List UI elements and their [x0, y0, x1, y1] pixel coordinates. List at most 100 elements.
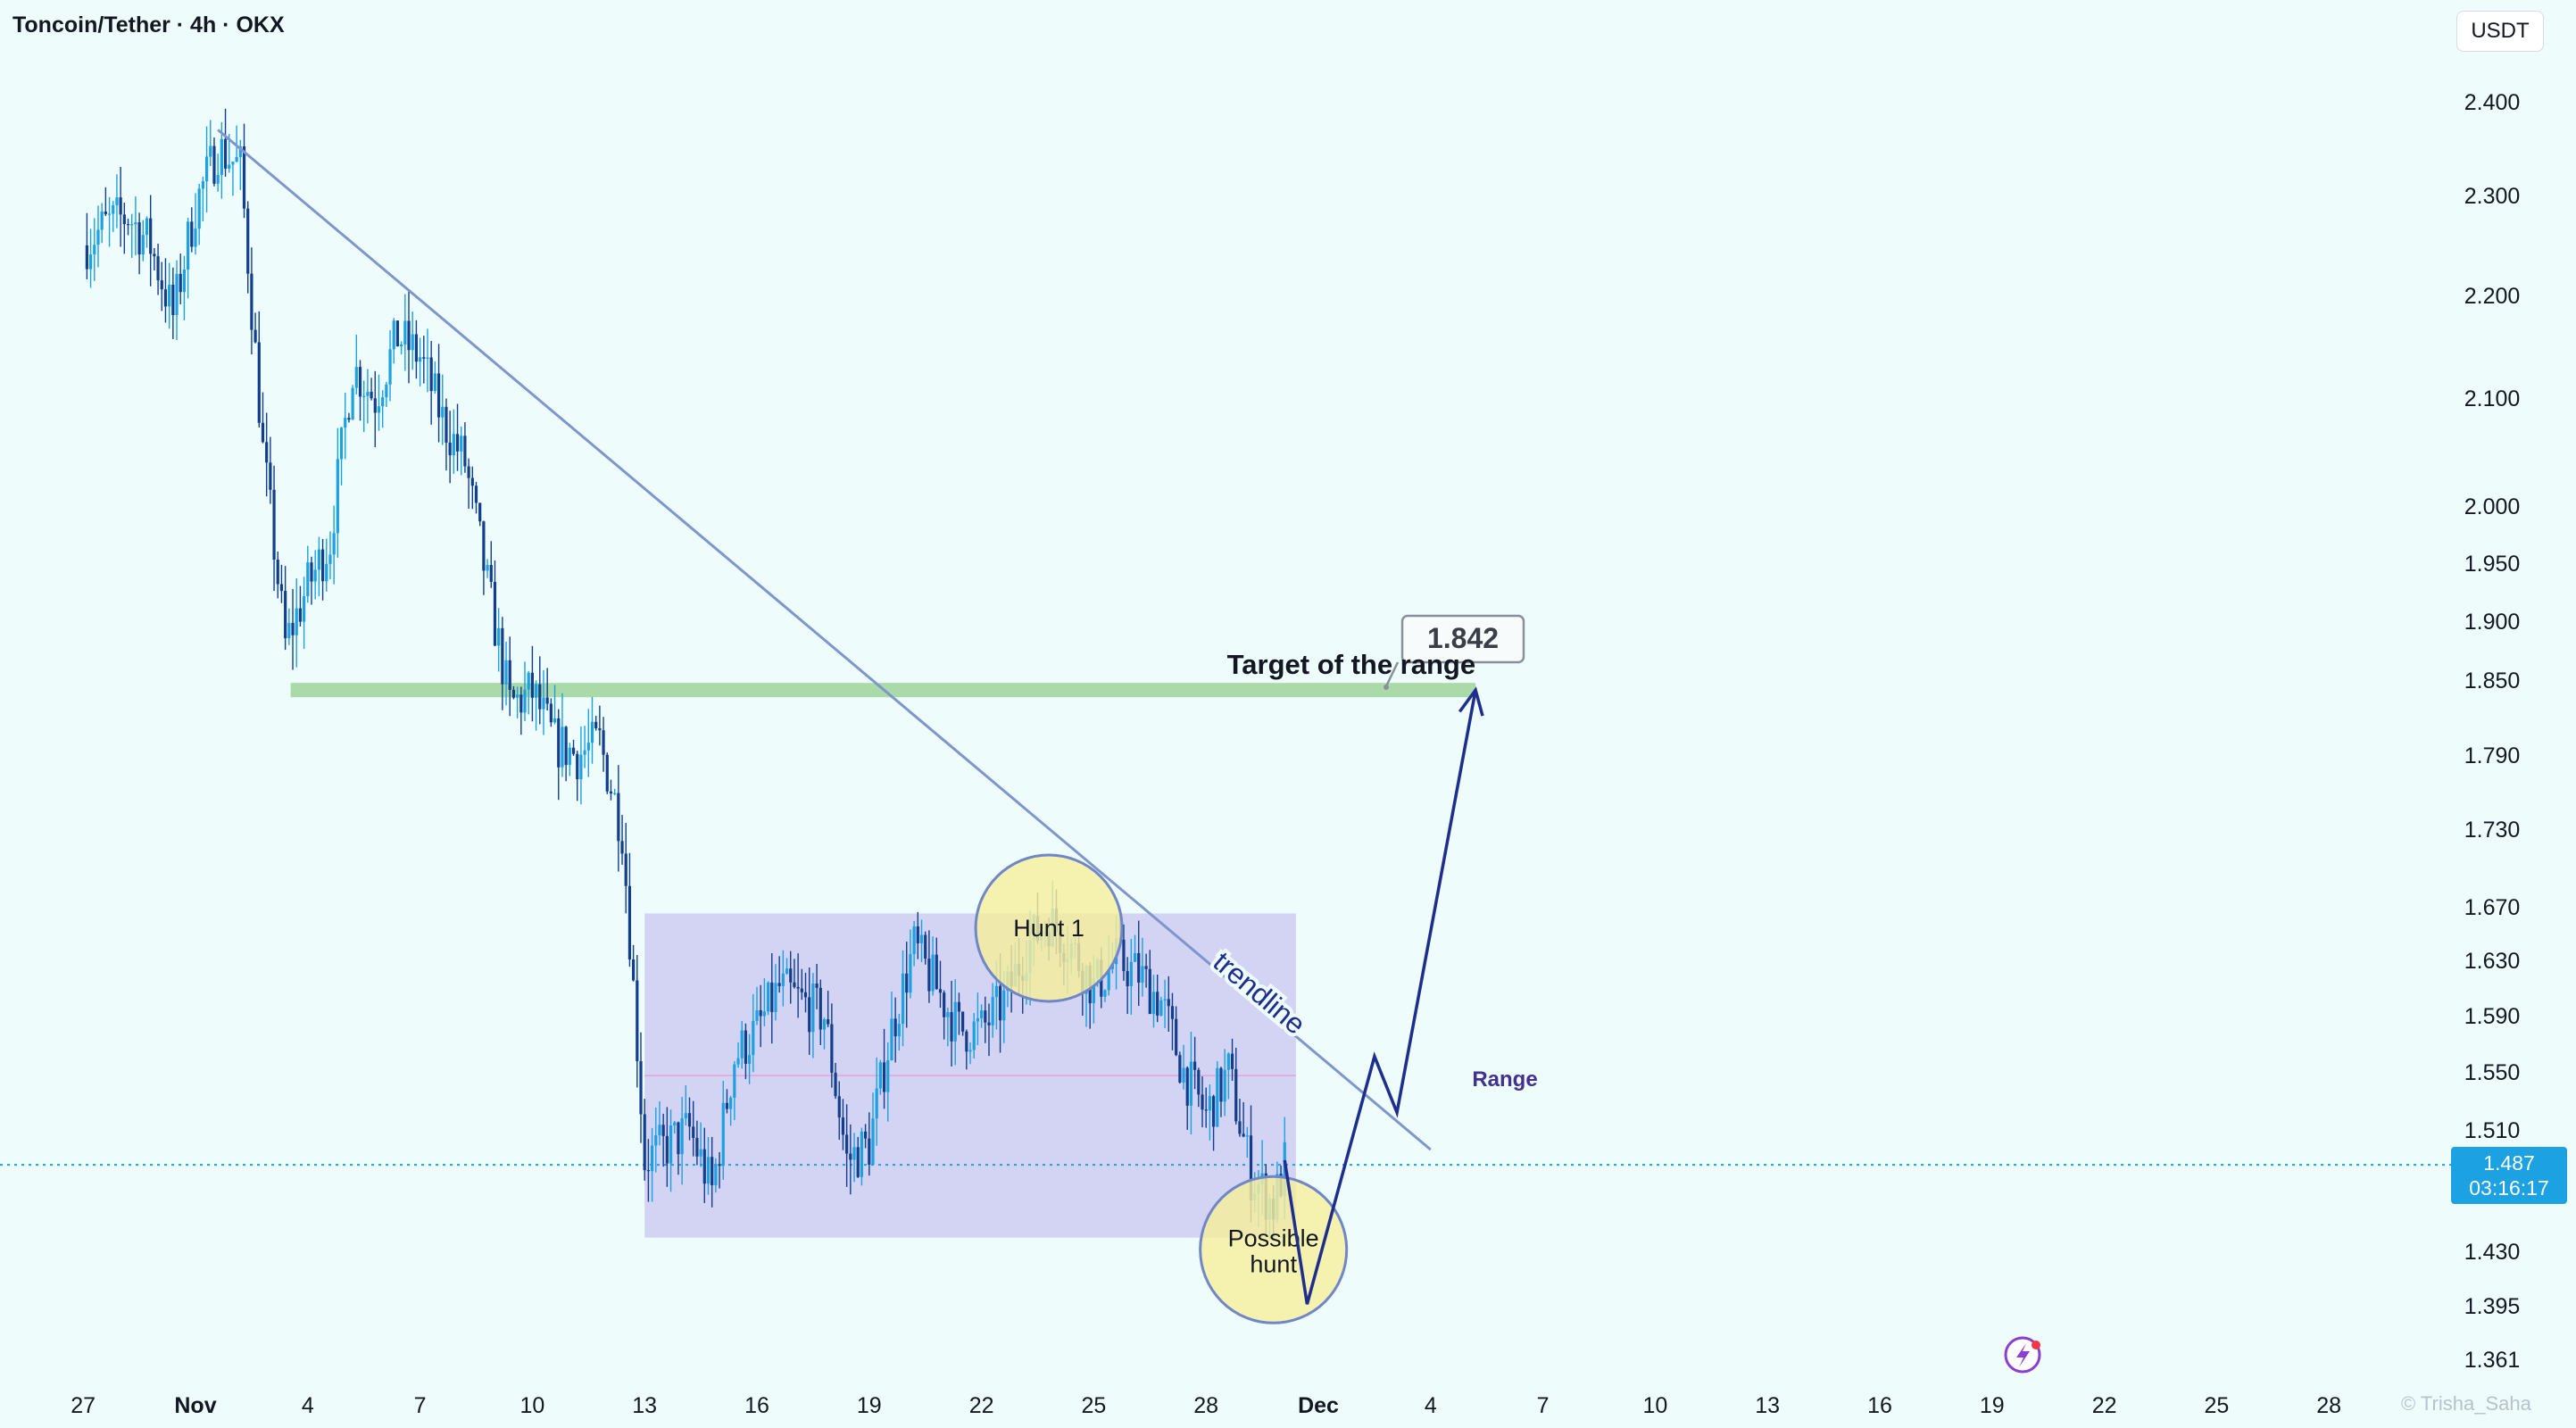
candle-body — [755, 1009, 759, 1021]
candle-body — [927, 959, 931, 992]
candle-body — [388, 349, 392, 385]
candle-body — [624, 853, 627, 886]
candle-body — [561, 726, 564, 768]
y-tick-label: 2.400 — [2464, 90, 2521, 115]
candle-body — [950, 1012, 953, 1042]
candle-body — [1148, 968, 1151, 1015]
candle-body — [332, 533, 336, 555]
candle-body — [736, 1058, 740, 1065]
candle-body — [279, 584, 284, 592]
candle-body — [1167, 999, 1170, 1007]
candle-body — [609, 791, 613, 794]
candle-body — [1129, 961, 1133, 986]
candle-body — [497, 627, 501, 646]
candle-body — [516, 694, 519, 698]
candle-body — [987, 1022, 991, 1025]
possible-hunt-label: Possible hunt — [1228, 1225, 1319, 1277]
candle-body — [905, 973, 909, 993]
y-tick-label: 1.510 — [2464, 1118, 2521, 1143]
candle-body — [261, 422, 265, 443]
candle-body — [796, 986, 800, 989]
possible-hunt-circle — [1199, 1175, 1349, 1324]
candle-body — [482, 521, 486, 571]
candle-body — [1159, 1000, 1163, 1016]
candle-body — [470, 477, 474, 486]
target-range-label: Target of the range — [1227, 649, 1475, 680]
candle-body — [231, 162, 235, 165]
candle-body — [658, 1125, 661, 1135]
candle-body — [752, 1020, 755, 1056]
candle-body — [347, 418, 351, 420]
y-tick-label: 1.730 — [2464, 818, 2521, 843]
candle-body — [107, 213, 112, 215]
target-callout-value: 1.842 — [1427, 622, 1499, 654]
candle-body — [295, 608, 298, 635]
candle-body — [654, 1134, 658, 1146]
candle-body — [661, 1125, 665, 1136]
candle-body — [586, 743, 590, 751]
candle-body — [119, 197, 122, 215]
x-tick-label: Nov — [174, 1393, 216, 1418]
y-tick-label: 1.550 — [2464, 1060, 2521, 1085]
candle-body — [598, 728, 602, 731]
currency-unit-button[interactable]: USDT — [2456, 11, 2544, 52]
candle-body — [149, 218, 153, 254]
candle-body — [815, 983, 819, 988]
y-tick-label: 2.200 — [2464, 284, 2521, 309]
candle-body — [182, 269, 187, 293]
candle-body — [830, 1024, 834, 1073]
candle-body — [362, 395, 366, 397]
candle-body — [228, 164, 231, 169]
candle-body — [366, 392, 370, 396]
candle-body — [991, 997, 994, 1025]
candle-body — [718, 1164, 721, 1166]
candle-body — [849, 1153, 852, 1160]
projected-path — [1283, 689, 1477, 1305]
candle-body — [935, 954, 938, 990]
candle-body — [627, 885, 632, 960]
candle-body — [946, 1012, 950, 1017]
candle-body — [250, 273, 253, 330]
candle-body — [549, 703, 553, 723]
candle-body — [209, 145, 212, 157]
candle-body — [744, 1030, 748, 1064]
candle-body — [156, 256, 160, 281]
candle-body — [460, 436, 463, 452]
candle-body — [1163, 999, 1167, 1000]
candle-body — [220, 138, 223, 176]
candle-body — [489, 565, 493, 582]
bar-countdown: 03:16:17 — [2469, 1176, 2549, 1200]
candle-body — [519, 694, 523, 713]
candle-body — [339, 428, 344, 460]
candle-body — [729, 1097, 733, 1109]
y-tick-label: 1.630 — [2464, 949, 2521, 974]
y-tick-label: 1.430 — [2464, 1240, 2521, 1265]
candle-body — [994, 985, 998, 998]
candle-body — [358, 367, 362, 397]
y-tick-label: 1.950 — [2464, 552, 2521, 577]
candle-body — [134, 222, 137, 225]
x-tick-label: 16 — [744, 1393, 769, 1418]
candle-body — [721, 1102, 725, 1166]
candle-body — [976, 1017, 980, 1022]
candle-body — [852, 1147, 856, 1160]
candle-body — [115, 197, 119, 206]
candle-body — [501, 627, 504, 685]
y-tick-label: 1.900 — [2464, 610, 2521, 635]
candle-body — [639, 1060, 643, 1115]
candle-body — [1230, 1053, 1234, 1069]
candle-body — [1245, 1135, 1249, 1137]
x-tick-label: 10 — [519, 1393, 544, 1418]
candle-body — [153, 253, 156, 257]
candle-body — [893, 1018, 897, 1037]
candle-body — [811, 983, 815, 1033]
y-tick-label: 1.790 — [2464, 743, 2521, 768]
candle-body — [1141, 966, 1144, 983]
candle-body — [1103, 990, 1107, 997]
candle-body — [1242, 1133, 1245, 1137]
candle-body — [1133, 952, 1137, 962]
author-watermark: © Trisha_Saha — [2401, 1392, 2531, 1415]
candle-body — [1211, 1096, 1216, 1127]
candle-body — [1122, 939, 1126, 972]
